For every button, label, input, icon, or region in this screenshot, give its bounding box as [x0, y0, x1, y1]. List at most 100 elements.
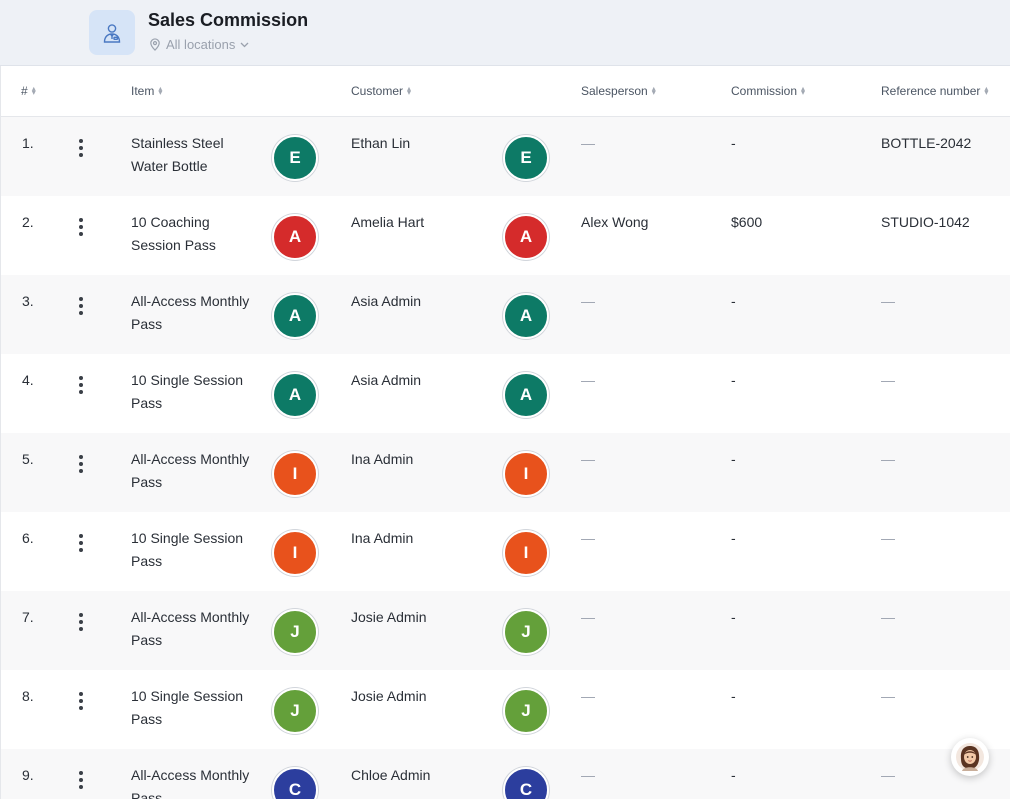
customer-name: Amelia Hart [351, 214, 425, 230]
salesperson-name: — [581, 530, 595, 546]
reference-number: — [881, 609, 895, 625]
more-options-icon[interactable] [73, 532, 89, 554]
sort-icon: ▴ ▾ [407, 84, 412, 97]
customer-avatar[interactable]: I [503, 451, 549, 497]
map-pin-icon [149, 38, 161, 51]
item-name: 10 Single Session Pass [131, 530, 244, 569]
item-avatar[interactable]: A [272, 293, 318, 339]
salesperson-name: — [581, 609, 595, 625]
reference-number: — [881, 530, 895, 546]
item-name: Stainless Steel Water Bottle [131, 135, 224, 174]
reference-number: — [881, 293, 895, 309]
item-name: 10 Single Session Pass [131, 688, 244, 727]
salesperson-name: — [581, 688, 595, 704]
item-avatar[interactable]: I [272, 530, 318, 576]
table-row: 5. All-Access Monthly Pass I Ina Admin I… [1, 433, 1010, 512]
page-header: Sales Commission All locations [0, 0, 1010, 66]
more-options-icon[interactable] [73, 611, 89, 633]
column-header-customer[interactable]: Customer ▴ ▾ [351, 84, 412, 98]
table-row: 7. All-Access Monthly Pass J Josie Admin… [1, 591, 1010, 670]
table-body: 1. Stainless Steel Water Bottle E Ethan … [1, 117, 1010, 799]
sort-icon: ▴ ▾ [984, 84, 989, 97]
more-options-icon[interactable] [73, 216, 89, 238]
table-header: # ▴ ▾ Item ▴ ▾ Customer ▴ ▾ Salesperson ▴ ▾ … [1, 66, 1010, 117]
customer-avatar[interactable]: I [503, 530, 549, 576]
table-row: 4. 10 Single Session Pass A Asia Admin A… [1, 354, 1010, 433]
commission-amount: - [731, 372, 736, 388]
customer-name: Ethan Lin [351, 135, 411, 151]
row-number: 1. [22, 135, 34, 151]
salesperson-name: — [581, 135, 595, 151]
column-header-salesperson[interactable]: Salesperson ▴ ▾ [581, 84, 656, 98]
item-avatar[interactable]: I [272, 451, 318, 497]
item-avatar[interactable]: J [272, 609, 318, 655]
column-header-reference[interactable]: Reference number ▴ ▾ [881, 84, 989, 98]
row-number: 7. [22, 609, 34, 625]
more-options-icon[interactable] [73, 690, 89, 712]
salesperson-icon [89, 10, 135, 55]
sort-icon: ▴ ▾ [31, 84, 36, 97]
sort-icon: ▴ ▾ [651, 84, 656, 97]
table-row: 9. All-Access Monthly Pass C Chloe Admin… [1, 749, 1010, 799]
location-label: All locations [166, 37, 236, 52]
commission-table: # ▴ ▾ Item ▴ ▾ Customer ▴ ▾ Salesperson ▴ ▾ … [0, 66, 1010, 799]
customer-avatar[interactable]: A [503, 214, 549, 260]
table-row: 3. All-Access Monthly Pass A Asia Admin … [1, 275, 1010, 354]
more-options-icon[interactable] [73, 374, 89, 396]
item-name: 10 Single Session Pass [131, 372, 244, 411]
customer-avatar[interactable]: J [503, 688, 549, 734]
salesperson-name: Alex Wong [581, 214, 649, 230]
commission-amount: - [731, 293, 736, 309]
table-row: 6. 10 Single Session Pass I Ina Admin I … [1, 512, 1010, 591]
customer-avatar[interactable]: A [503, 372, 549, 418]
more-options-icon[interactable] [73, 295, 89, 317]
item-avatar[interactable]: J [272, 688, 318, 734]
reference-number: — [881, 451, 895, 467]
customer-avatar[interactable]: A [503, 293, 549, 339]
more-options-icon[interactable] [73, 769, 89, 791]
column-header-commission[interactable]: Commission ▴ ▾ [731, 84, 806, 98]
commission-amount: - [731, 688, 736, 704]
customer-avatar[interactable]: J [503, 609, 549, 655]
page-title: Sales Commission [148, 10, 309, 30]
commission-amount: - [731, 530, 736, 546]
customer-avatar[interactable]: C [503, 767, 549, 799]
row-number: 6. [22, 530, 34, 546]
item-name: All-Access Monthly Pass [131, 293, 250, 332]
customer-name: Chloe Admin [351, 767, 431, 783]
row-number: 4. [22, 372, 34, 388]
salesperson-name: — [581, 293, 595, 309]
customer-name: Ina Admin [351, 530, 414, 546]
salesperson-name: — [581, 451, 595, 467]
reference-number: BOTTLE-2042 [881, 135, 972, 151]
reference-number: STUDIO-1042 [881, 214, 970, 230]
table-row: 8. 10 Single Session Pass J Josie Admin … [1, 670, 1010, 749]
salesperson-name: — [581, 767, 595, 783]
customer-name: Asia Admin [351, 293, 422, 309]
row-number: 3. [22, 293, 34, 309]
customer-name: Asia Admin [351, 372, 422, 388]
commission-amount: - [731, 135, 736, 151]
item-name: All-Access Monthly Pass [131, 451, 250, 490]
item-avatar[interactable]: E [272, 135, 318, 181]
more-options-icon[interactable] [73, 137, 89, 159]
item-avatar[interactable]: A [272, 372, 318, 418]
table-row: 2. 10 Coaching Session Pass A Amelia Har… [1, 196, 1010, 275]
more-options-icon[interactable] [73, 453, 89, 475]
chevron-down-icon [240, 42, 249, 48]
item-avatar[interactable]: C [272, 767, 318, 799]
column-header-number[interactable]: # ▴ ▾ [21, 84, 36, 98]
customer-avatar[interactable]: E [503, 135, 549, 181]
item-avatar[interactable]: A [272, 214, 318, 260]
commission-amount: $600 [731, 214, 763, 230]
item-name: 10 Coaching Session Pass [131, 214, 216, 253]
commission-amount: - [731, 767, 736, 783]
customer-name: Josie Admin [351, 609, 427, 625]
reference-number: — [881, 767, 895, 783]
item-name: All-Access Monthly Pass [131, 767, 250, 799]
row-number: 8. [22, 688, 34, 704]
column-header-item[interactable]: Item ▴ ▾ [131, 84, 163, 98]
assistant-avatar-icon[interactable] [951, 738, 989, 776]
location-selector[interactable]: All locations [149, 37, 249, 52]
reference-number: — [881, 372, 895, 388]
